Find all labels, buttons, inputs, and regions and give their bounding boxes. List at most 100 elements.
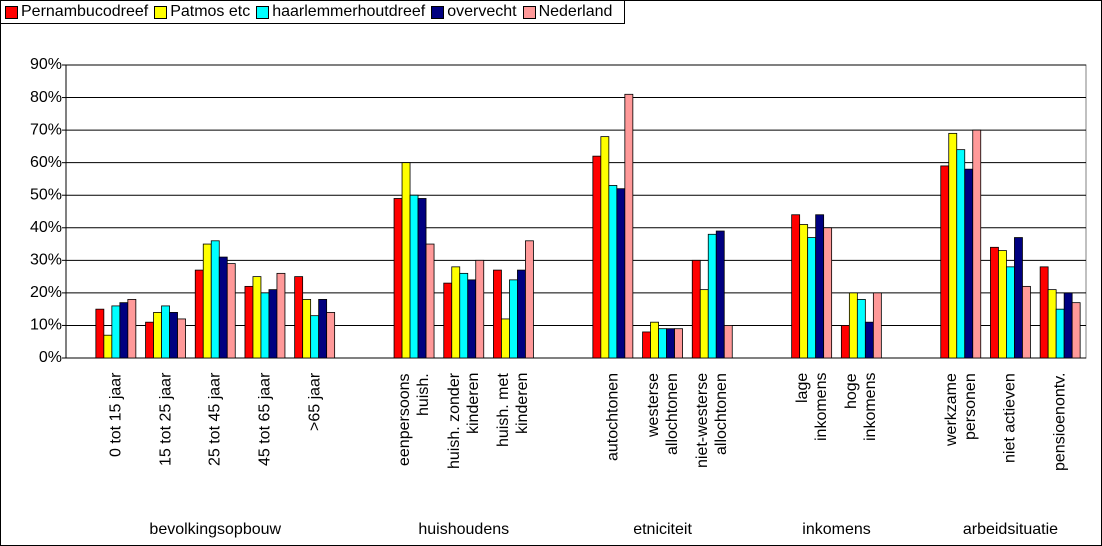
bar [509, 279, 518, 359]
legend-item: overvecht [431, 3, 517, 21]
y-tick-label: 30% [30, 252, 62, 269]
legend-swatch [522, 5, 536, 19]
legend-label: haarlemmerhoutdreef [272, 3, 426, 20]
legend-swatch [431, 5, 445, 19]
legend-item: Nederland [522, 3, 612, 21]
bar [840, 325, 850, 359]
y-tick-label: 60% [30, 154, 62, 171]
bar [210, 240, 220, 359]
bar [1022, 285, 1031, 359]
legend-swatch [256, 5, 270, 19]
bar [815, 214, 825, 359]
bar [310, 315, 320, 359]
bar [252, 276, 262, 359]
bar [807, 237, 817, 359]
bar [872, 292, 882, 359]
y-tick-label: 40% [30, 219, 62, 236]
legend-swatch [5, 5, 18, 19]
bar [459, 272, 469, 359]
bar [998, 250, 1007, 359]
bar [451, 266, 461, 359]
bar [127, 298, 137, 359]
bar [1014, 237, 1023, 359]
bar [990, 246, 999, 359]
bar [650, 321, 659, 359]
bar [276, 272, 286, 359]
bar [1063, 292, 1073, 359]
legend-swatch [154, 5, 168, 19]
bar [226, 263, 236, 359]
y-tick-label: 50% [30, 186, 62, 203]
x-tick-label: autochtonen [604, 373, 622, 462]
bar [600, 136, 610, 359]
bar [409, 194, 419, 359]
bar [194, 269, 204, 359]
bar [268, 289, 278, 359]
group-label: bevolkingsopbouw [149, 521, 282, 538]
bar [608, 185, 618, 359]
bar [443, 282, 453, 359]
bar [525, 240, 534, 359]
bar [119, 302, 129, 359]
group-label: huishoudens [418, 521, 510, 538]
bar [699, 289, 709, 359]
legend: Pernambucodreef Patmos etc haarlemmerhoutd… [1, 1, 626, 24]
bar [318, 298, 328, 359]
bar [493, 269, 502, 359]
bar [161, 305, 170, 359]
bar [864, 321, 874, 359]
y-tick-label: 0% [39, 349, 62, 366]
bar [95, 308, 105, 359]
plot-area [65, 64, 1087, 359]
bar [616, 188, 626, 359]
bar [707, 233, 717, 359]
bar [145, 321, 154, 359]
bar [723, 325, 733, 359]
bar [467, 279, 477, 359]
y-tick-label: 20% [30, 284, 62, 301]
group-label: inkomens [802, 521, 871, 538]
bar [401, 162, 411, 359]
group-label: etniciteit [633, 521, 692, 538]
bar [177, 318, 186, 359]
bar [517, 269, 526, 359]
bar [1055, 308, 1065, 359]
bar [417, 198, 427, 359]
bar [260, 292, 270, 359]
bar [294, 276, 304, 359]
legend-label: Pernambucodreef [21, 3, 149, 20]
x-tick-label: 0 tot 15 jaar [107, 373, 125, 458]
bar [666, 328, 675, 359]
bar [592, 155, 602, 359]
bar [799, 224, 809, 359]
y-tick-label: 70% [30, 121, 62, 138]
legend-item: Pernambucodreef [5, 3, 148, 21]
x-tick-label: niet-westerse allochtonen [694, 373, 731, 469]
bar [848, 292, 858, 359]
bar [674, 328, 683, 359]
legend-item: haarlemmerhoutdreef [256, 3, 425, 21]
legend-label: Patmos etc [170, 3, 251, 20]
bar [501, 318, 510, 359]
x-tick-label: >65 jaar [306, 373, 324, 432]
bar [1047, 289, 1057, 359]
bar [169, 312, 178, 359]
legend-item: Patmos etc [154, 3, 250, 21]
bar [1039, 266, 1049, 359]
bar [658, 328, 667, 359]
bar [218, 256, 228, 359]
bar [642, 331, 651, 359]
bar [111, 305, 121, 359]
bar [103, 334, 113, 359]
bar [940, 165, 950, 359]
bar [948, 132, 958, 359]
bar [791, 214, 801, 359]
bar [823, 227, 833, 359]
bar [393, 198, 403, 359]
bar [1071, 302, 1081, 359]
bar [326, 312, 336, 359]
bar [964, 168, 974, 359]
bar [244, 285, 254, 359]
